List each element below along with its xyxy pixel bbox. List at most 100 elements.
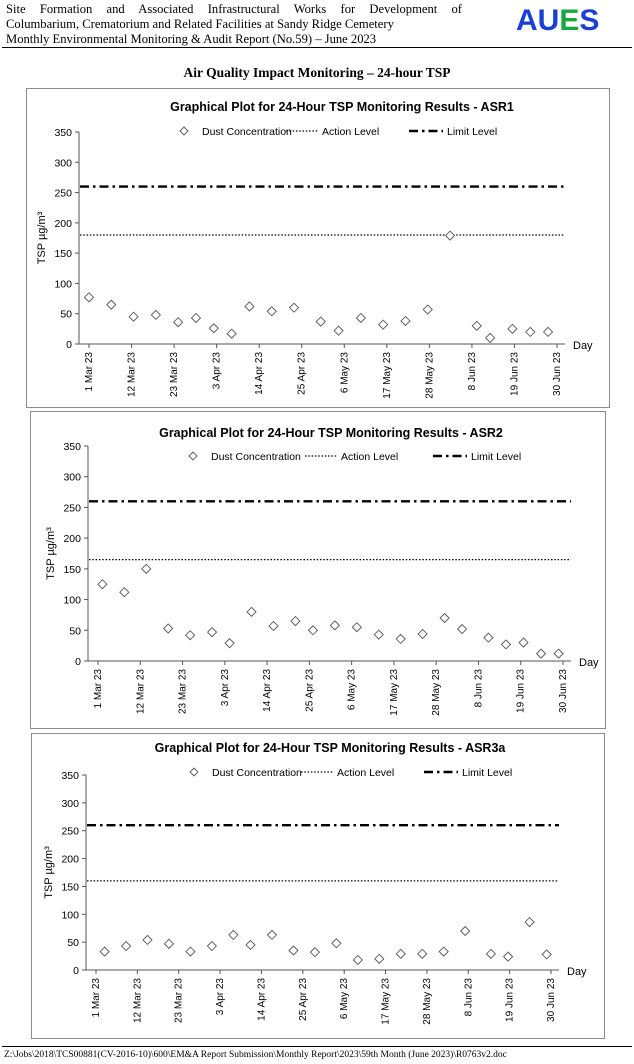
data-point (228, 929, 239, 941)
data-point (190, 312, 202, 324)
legend-marker-dust (189, 767, 199, 777)
x-tick-label: 30 Jun 23 (552, 352, 563, 396)
y-tick-label: 350 (61, 770, 79, 782)
data-point (128, 311, 139, 322)
y-tick-label: 250 (63, 502, 81, 514)
logo-letter: A (516, 4, 538, 37)
data-point (142, 934, 153, 946)
data-point (400, 315, 411, 327)
x-tick-label: 8 Jun 23 (467, 352, 478, 391)
chart-title: Graphical Plot for 24-Hour TSP Monitorin… (155, 741, 507, 755)
legend-marker-dust (188, 451, 198, 461)
x-tick-label: 17 May 23 (381, 978, 392, 1025)
y-tick-label: 100 (54, 278, 72, 290)
data-point (525, 326, 536, 338)
data-point (141, 563, 152, 574)
x-tick-label: 1 Mar 23 (84, 352, 95, 392)
x-tick-label: 25 Apr 23 (298, 978, 309, 1021)
y-tick-label: 200 (61, 854, 79, 866)
data-point (268, 620, 279, 632)
y-tick-label: 300 (63, 472, 81, 484)
chart-asr2-svg: Graphical Plot for 24-Hour TSP Monitorin… (45, 426, 599, 716)
data-point (439, 612, 450, 624)
y-tick-label: 100 (63, 595, 81, 607)
data-point (444, 230, 456, 241)
logo-letter: E (559, 4, 580, 37)
x-tick-label: 3 Apr 23 (220, 669, 231, 707)
legend-label-limit: Limit Level (471, 451, 521, 463)
data-point (184, 630, 196, 641)
data-point (417, 948, 428, 959)
data-point (226, 328, 237, 339)
x-tick-label: 30 Jun 23 (558, 669, 569, 713)
data-point (460, 925, 471, 937)
x-tick-label: 14 Apr 23 (262, 669, 273, 712)
data-point (309, 947, 321, 958)
x-tick-label: 6 May 23 (347, 669, 358, 711)
x-tick-label: 12 Mar 23 (132, 978, 143, 1023)
y-tick-label: 200 (54, 218, 72, 230)
data-point (518, 637, 529, 648)
y-tick-label: 50 (69, 625, 81, 637)
data-point (507, 323, 518, 334)
logo-letter: S (579, 4, 600, 37)
data-point (395, 948, 406, 959)
header-line-3: Monthly Environmental Monitoring & Audit… (6, 32, 377, 46)
data-point (245, 939, 256, 951)
y-tick-label: 50 (67, 937, 79, 949)
y-tick-label: 350 (54, 127, 72, 139)
y-axis-label: TSP µg/m³ (43, 846, 55, 899)
x-tick-label: 17 May 23 (389, 669, 400, 716)
data-point (185, 946, 196, 957)
legend-label-action: Action Level (337, 767, 394, 779)
x-tick-label: 12 Mar 23 (127, 352, 138, 397)
data-point (485, 332, 496, 344)
legend-marker-dust (179, 126, 189, 136)
data-point (438, 946, 449, 957)
footer-divider (2, 1046, 632, 1047)
data-point (395, 633, 406, 645)
x-tick-label: 25 Apr 23 (297, 352, 308, 395)
x-tick-label: 6 May 23 (339, 352, 350, 394)
x-tick-label: 23 Mar 23 (169, 352, 180, 397)
chart-asr2: Graphical Plot for 24-Hour TSP Monitorin… (30, 411, 606, 729)
chart-asr3a-svg: Graphical Plot for 24-Hour TSP Monitorin… (43, 741, 587, 1025)
legend-label-action: Action Level (322, 126, 379, 138)
data-point (524, 916, 535, 928)
x-tick-label: 14 Apr 23 (256, 978, 267, 1021)
x-tick-label: 19 Jun 23 (516, 669, 527, 713)
data-point (352, 954, 363, 966)
data-point (206, 626, 218, 638)
chart-asr3a: Graphical Plot for 24-Hour TSP Monitorin… (31, 733, 605, 1039)
chart-title: Graphical Plot for 24-Hour TSP Monitorin… (170, 100, 514, 114)
data-point (329, 620, 341, 631)
page-title: Air Quality Impact Monitoring – 24-hour … (183, 65, 451, 80)
aues-logo: AUES (516, 4, 599, 38)
data-point (206, 940, 218, 952)
data-point (378, 319, 389, 330)
y-tick-label: 300 (61, 798, 79, 810)
file-path-footer: Z:\Jobs\2018\TCS00881(CV-2016-10)\600\EM… (4, 1050, 507, 1060)
y-tick-label: 350 (63, 441, 81, 453)
y-tick-label: 300 (54, 157, 72, 169)
y-tick-label: 200 (63, 533, 81, 545)
data-point (120, 940, 132, 952)
y-axis-label: TSP µg/m³ (36, 211, 48, 264)
data-point (500, 639, 512, 650)
y-tick-label: 150 (61, 881, 79, 893)
data-point (351, 622, 362, 633)
data-point (333, 325, 344, 336)
y-tick-label: 250 (61, 826, 79, 838)
x-tick-label: 3 Apr 23 (215, 978, 226, 1016)
data-point (535, 648, 547, 659)
legend-label-action: Action Level (341, 451, 398, 463)
report-header: Site Formation and Associated Infrastruc… (6, 2, 462, 47)
data-point (542, 326, 554, 338)
y-tick-label: 250 (54, 188, 72, 200)
x-tick-label: 28 May 23 (431, 669, 442, 716)
data-point (422, 304, 433, 315)
x-axis-label: Day (567, 966, 587, 978)
x-tick-label: 28 May 23 (424, 352, 435, 399)
chart-asr1-svg: Graphical Plot for 24-Hour TSP Monitorin… (36, 100, 593, 399)
legend-label-limit: Limit Level (462, 767, 512, 779)
